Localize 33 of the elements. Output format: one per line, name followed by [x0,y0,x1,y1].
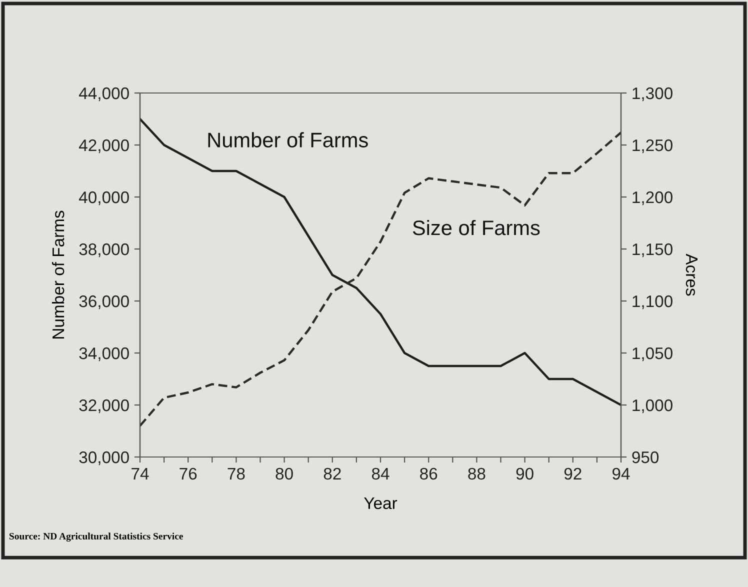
x-tick-label: 92 [564,468,582,480]
x-tick-label: 90 [516,468,534,480]
y2-tick-label: 1,250 [632,139,672,154]
x-tick-label: 94 [612,468,630,480]
y-tick-label: 32,000 [79,399,129,414]
y-axis-title: Number of Farms [52,210,64,338]
x-tick-label: 74 [132,468,149,480]
x-tick-label: 86 [420,468,438,480]
x-tick-label: 84 [372,468,390,480]
series-label: Number of Farms [208,132,368,148]
y2-tick-label: 950 [632,451,659,464]
x-tick-label: 76 [180,468,197,480]
source-note: Source: ND Agricultural Statistics Service [9,532,183,542]
series-label: Size of Farms [412,220,540,236]
y-tick-label: 36,000 [79,295,129,310]
y2-tick-label: 1,150 [632,243,672,258]
x-tick-label: 80 [276,468,293,480]
y2-tick-label: 1,100 [632,295,672,310]
x-tick-label: 78 [228,468,245,480]
y2-tick-label: 1,000 [632,399,672,414]
y2-tick-label: 1,300 [632,87,672,102]
y-tick-label: 44,000 [78,87,129,102]
y-tick-label: 34,000 [79,347,129,362]
y-tick-label: 38,000 [79,243,129,258]
y-tick-label: 30,000 [79,451,129,466]
y-tick-label: 42,000 [78,139,129,154]
y2-tick-label: 1,200 [632,191,672,206]
y2-tick-label: 1,050 [632,347,672,362]
x-tick-label: 88 [468,468,486,480]
x-tick-label: 82 [324,468,341,480]
y2-axis-title: Acres [686,254,698,296]
x-axis-title: Year [364,497,398,510]
y-tick-label: 40,000 [78,191,129,206]
